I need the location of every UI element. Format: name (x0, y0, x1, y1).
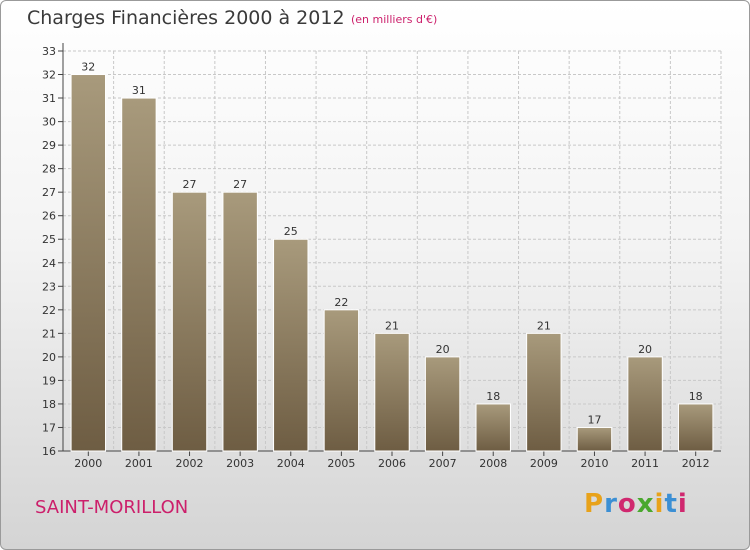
logo-letter: P (584, 489, 605, 519)
y-tick-label: 29 (42, 139, 56, 152)
data-label: 31 (132, 84, 146, 97)
x-tick-label: 2009 (530, 457, 558, 470)
bar (171, 191, 208, 452)
data-label: 17 (587, 413, 601, 426)
data-label: 21 (537, 319, 551, 332)
x-tick-label: 2012 (682, 457, 710, 470)
x-tick-label: 2005 (327, 457, 355, 470)
x-tick-label: 2001 (125, 457, 153, 470)
y-tick-label: 25 (42, 233, 56, 246)
y-tick-label: 18 (42, 398, 56, 411)
x-tick-label: 2002 (176, 457, 204, 470)
data-label: 32 (81, 61, 95, 74)
x-tick-label: 2007 (429, 457, 457, 470)
x-tick-label: 2003 (226, 457, 254, 470)
x-tick-label: 2008 (479, 457, 507, 470)
y-tick-label: 19 (42, 374, 56, 387)
bar (374, 332, 410, 452)
y-tick-label: 26 (42, 210, 56, 223)
data-label: 18 (486, 390, 500, 403)
x-tick-label: 2004 (277, 457, 305, 470)
y-tick-label: 24 (42, 257, 56, 270)
logo-letter: x (636, 489, 655, 519)
y-tick-label: 21 (42, 327, 56, 340)
proxiti-logo[interactable]: Proxiti (584, 489, 688, 519)
y-tick-label: 20 (42, 351, 56, 364)
data-label: 27 (183, 178, 197, 191)
bar (627, 356, 663, 452)
x-tick-label: 2006 (378, 457, 406, 470)
y-tick-label: 16 (42, 445, 56, 458)
bar (323, 309, 360, 452)
data-label: 25 (284, 225, 298, 238)
y-tick-label: 28 (42, 163, 56, 176)
logo-letter: t (664, 489, 678, 519)
data-label: 20 (436, 343, 450, 356)
bar (70, 74, 107, 452)
bar (475, 403, 511, 452)
data-label: 18 (689, 390, 703, 403)
bars (70, 74, 714, 452)
data-label: 22 (334, 296, 348, 309)
y-tick-label: 33 (42, 45, 56, 58)
logo-letter: r (604, 489, 618, 519)
y-tick-label: 32 (42, 69, 56, 82)
chart-subtitle: (en milliers d'€) (351, 13, 438, 26)
bar (424, 356, 461, 452)
y-tick-label: 17 (42, 421, 56, 434)
data-labels: 32 31 27 27 25 22 21 20 18 21 17 20 18 (81, 61, 702, 427)
bar (526, 332, 562, 452)
x-tick-label: 2010 (580, 457, 608, 470)
bar (121, 97, 157, 452)
commune-name: SAINT-MORILLON (35, 497, 189, 518)
chart-title: Charges Financières 2000 à 2012 (27, 7, 345, 29)
x-tick-label: 2011 (631, 457, 659, 470)
logo-letter: i (654, 489, 665, 519)
logo-letter: o (617, 489, 637, 519)
logo-letter: i (677, 489, 688, 519)
grid-lines (62, 50, 722, 452)
bar (576, 426, 613, 452)
y-tick-label: 23 (42, 280, 56, 293)
y-tick-label: 31 (42, 92, 56, 105)
y-tick-label: 22 (42, 304, 56, 317)
x-tick-label: 2000 (74, 457, 102, 470)
bar (222, 191, 258, 452)
data-label: 21 (385, 319, 399, 332)
y-tick-label: 27 (42, 186, 56, 199)
axes: 16 17 18 19 20 21 22 23 24 25 26 27 28 29 30 31 32 33 2000… (42, 43, 721, 470)
bar (273, 238, 309, 452)
bar (677, 403, 714, 452)
y-tick-label: 30 (42, 116, 56, 129)
data-label: 27 (233, 178, 247, 191)
data-label: 20 (638, 343, 652, 356)
